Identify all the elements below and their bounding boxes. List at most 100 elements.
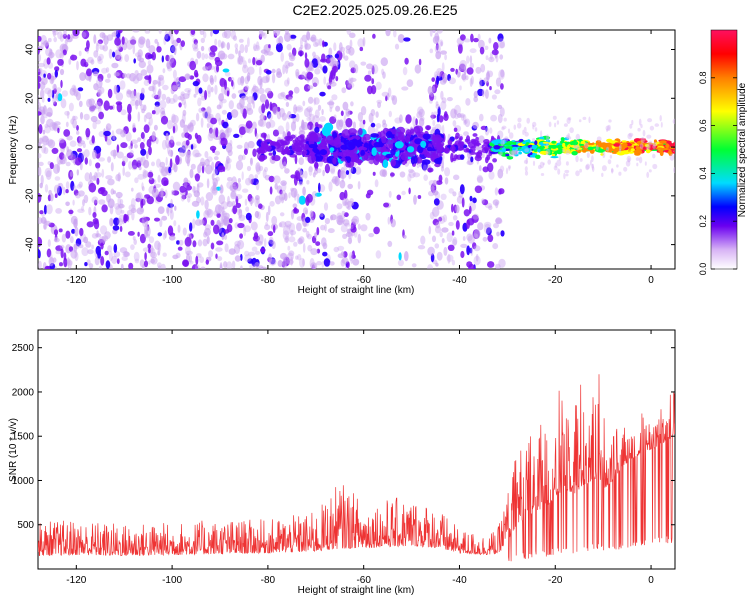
spectrogram-cell [341,173,345,183]
spectrogram-cell [495,218,503,225]
spectrogram-cell [226,261,233,269]
spectrogram-cell [227,195,230,205]
spectrogram-cell [102,44,108,52]
spectrogram-cell [203,210,210,219]
spectrogram-cell [531,144,537,150]
spectrogram-cell [59,152,65,160]
spectrogram-cell [459,154,465,160]
spectrogram-cell [434,158,441,165]
spectrogram-cell [231,176,237,187]
spectrogram-cell [492,243,499,250]
spectrogram-cell [329,81,337,87]
spectrogram-cell [446,254,454,262]
spectrogram-cell [652,144,656,149]
snr-x-ticks: -120 -100 -80 -60 -40 -20 0 [66,330,654,586]
spectrogram-cell [465,75,469,81]
spectrogram-cell [561,149,566,153]
spectrogram-cell [306,106,313,113]
spectrogram-cell [83,194,89,204]
spectrogram-cell [133,239,137,245]
spectrogram-cell [247,140,255,149]
spectrogram-cell [65,181,70,190]
spectrogram-cell [130,39,137,45]
spectrogram-cell [203,31,207,39]
spectrogram-cell [240,265,243,269]
spectrogram-cell [340,167,345,174]
spectrogram-cell [295,68,300,77]
snr-y-tick-label: 1500 [12,432,35,443]
spectrogram-cell [591,163,594,170]
spectrogram-cell [82,142,86,148]
spectrogram-cell [113,135,116,141]
spectrogram-cell [659,150,664,156]
spectrogram-cell [142,247,150,252]
spectrogram-cell [257,234,264,244]
spectrogram-cell [231,260,236,269]
spectrogram-cell [135,99,139,110]
spectrogram-cell [98,157,105,162]
spectrogram-cell [429,99,433,104]
spectrogram-cell [187,89,191,96]
spectrogram-cell [43,73,46,78]
spectrogram-cell [81,206,84,211]
spectrogram-cell [439,231,443,238]
spectrogram-cell [427,85,433,95]
spectrogram-cell [185,139,190,146]
spectrogram-cell [153,183,162,188]
spectrogram-cell [207,65,215,71]
spectrogram-cell [62,33,68,39]
colorbar-gradient [710,29,738,270]
spectrogram-cell [258,66,262,76]
spectrogram-cell [440,90,444,100]
spectrogram-cell [148,248,151,254]
spectrogram-cell [114,203,120,210]
spectrogram-cell [627,158,631,163]
spectrogram-cell [258,265,264,269]
spectrogram-cell [222,121,229,129]
spectrogram-cell [110,149,118,157]
spectrogram-cell [466,219,470,229]
spectrogram-cell [288,222,296,233]
spectrogram-cell [126,90,132,95]
spectrogram-cell [172,86,177,91]
spectrogram-cell [65,161,71,167]
spectrogram-cell [140,132,145,139]
spectrogram-cell [175,155,180,165]
spectrogram-cell [630,148,635,152]
spectrogram-cell [150,258,155,264]
spectrogram-cell [160,189,164,198]
spectrogram-cell [55,245,63,252]
spectrogram-cell [455,132,460,139]
spectrogram-cell [235,47,239,55]
spectrogram-cell [166,120,173,130]
spectrogram-cell [525,157,528,165]
spectrogram-cell [231,93,237,99]
spectrogram-cell [210,30,213,37]
spectrogram-cell [472,121,479,129]
spectrogram-cell [38,248,40,255]
snr-y-tick-label: 2000 [12,387,35,398]
spectrogram-cell [218,117,222,126]
spectrogram-cell [98,265,102,269]
spectrogram-cell [485,71,490,81]
spectrogram-cell [558,155,562,161]
spectrogram-cell [76,60,79,71]
spectrogram-cell [265,121,272,129]
spectrogram-cell [499,41,506,49]
spectrogram-cell [136,192,143,202]
spectrogram-cell [648,140,653,146]
spectrogram-cell [481,144,485,149]
spectrogram-cell [185,185,193,191]
spectrogram-cell [242,60,247,69]
spectrogram-cell [500,139,505,147]
spectrogram-cell [180,91,185,96]
spectrogram-cell [360,106,367,116]
spectrogram-cell [70,54,78,61]
spectrogram-cell [285,64,289,74]
spectrogram-cell [247,37,250,47]
spectrogram-cell [288,250,295,257]
spectrogram-cell [66,146,69,153]
spectrogram-cell [189,60,197,71]
spectrogram-cell [60,98,67,109]
